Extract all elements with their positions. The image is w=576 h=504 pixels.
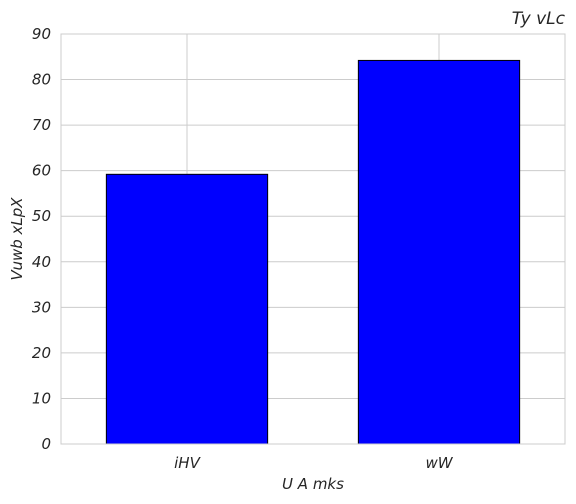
y-tick-label: 50	[32, 207, 51, 225]
y-tick-label: 80	[32, 71, 51, 89]
x-tick-label: wW	[425, 454, 453, 472]
y-tick-label: 10	[32, 389, 51, 407]
y-tick-label: 20	[32, 344, 51, 362]
x-axis-ticks: iHV wW	[174, 454, 454, 472]
bar-iHV	[105, 173, 269, 445]
chart-title: Ty vLc	[512, 9, 566, 29]
y-tick-label: 30	[32, 298, 51, 316]
plot-frame	[60, 33, 566, 445]
x-axis-label: U A mks	[282, 475, 344, 493]
y-axis-ticks: 0 10 20 30 40 50 60 70 80 90	[32, 25, 51, 453]
y-tick-label: 90	[32, 25, 51, 43]
y-axis-label: Vuwb xLpX	[8, 197, 26, 281]
bars	[105, 59, 521, 445]
y-tick-label: 70	[32, 116, 51, 134]
y-tick-label: 0	[41, 435, 51, 453]
y-tick-label: 60	[32, 162, 51, 180]
bar-wW	[357, 59, 521, 445]
x-tick-label: iHV	[174, 454, 201, 472]
y-tick-label: 40	[32, 253, 51, 271]
